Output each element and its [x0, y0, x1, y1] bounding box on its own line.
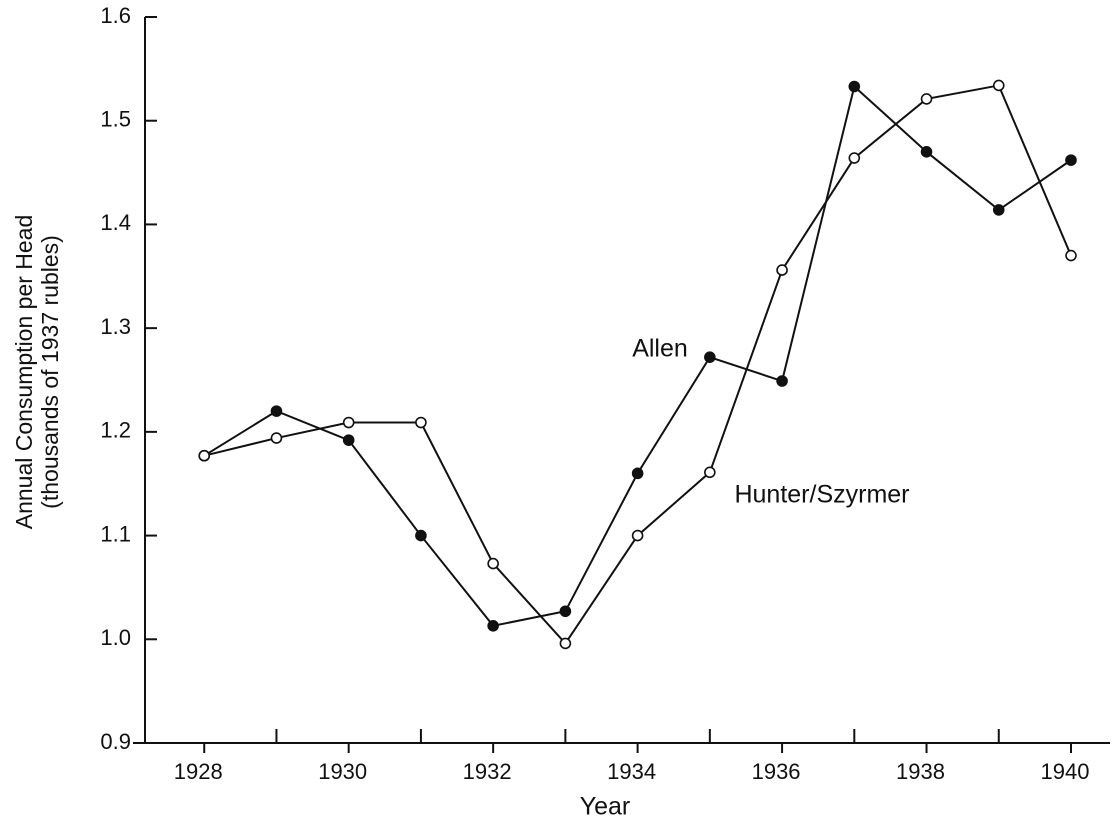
y-tick-label: 1.0: [100, 625, 131, 650]
data-point: [631, 467, 644, 480]
y-tick-label: 0.9: [100, 729, 131, 754]
y-tick-label: 1.4: [100, 210, 131, 235]
data-point: [704, 466, 716, 479]
data-point: [415, 416, 427, 429]
x-axis-label: Year: [580, 793, 631, 821]
x-tick-label: 1930: [318, 759, 367, 784]
data-point: [704, 351, 716, 363]
data-point: [415, 529, 427, 542]
series-line: [203, 84, 1072, 646]
data-point: [992, 204, 1005, 216]
series-label: Hunter/Szyrmer: [734, 481, 909, 509]
data-point: [992, 79, 1005, 92]
x-tick-label: 1934: [607, 759, 656, 784]
x-tick-label: 1938: [896, 759, 945, 784]
x-tick-label: 1940: [1041, 759, 1090, 784]
data-point: [1065, 249, 1077, 262]
data-point: [487, 557, 499, 570]
data-point: [631, 529, 644, 542]
y-tick-label: 1.6: [100, 3, 131, 28]
y-tick-label: 1.5: [100, 107, 131, 132]
data-point: [559, 605, 572, 618]
data-point: [776, 375, 788, 387]
data-point: [198, 449, 211, 462]
data-point: [270, 432, 283, 444]
series-label: Allen: [632, 335, 688, 363]
data-point: [270, 405, 283, 417]
y-axis-label: (thousands of 1937 rubles): [37, 235, 63, 509]
data-point: [1065, 154, 1077, 166]
y-tick-label: 1.1: [100, 521, 131, 546]
x-tick-label: 1932: [463, 759, 512, 784]
data-point: [920, 146, 933, 158]
data-point: [487, 620, 499, 632]
data-point: [848, 152, 861, 164]
data-point: [848, 80, 861, 93]
data-point: [776, 264, 788, 276]
y-tick-label: 1.2: [100, 418, 131, 443]
y-tick-label: 1.3: [100, 314, 131, 339]
x-tick-label: 1928: [174, 759, 223, 784]
data-point: [920, 93, 933, 105]
data-point: [342, 434, 355, 446]
x-tick-label: 1936: [752, 759, 801, 784]
y-axis-label: Annual Consumption per Head: [11, 215, 37, 530]
data-point: [342, 416, 355, 429]
data-point: [559, 637, 572, 650]
